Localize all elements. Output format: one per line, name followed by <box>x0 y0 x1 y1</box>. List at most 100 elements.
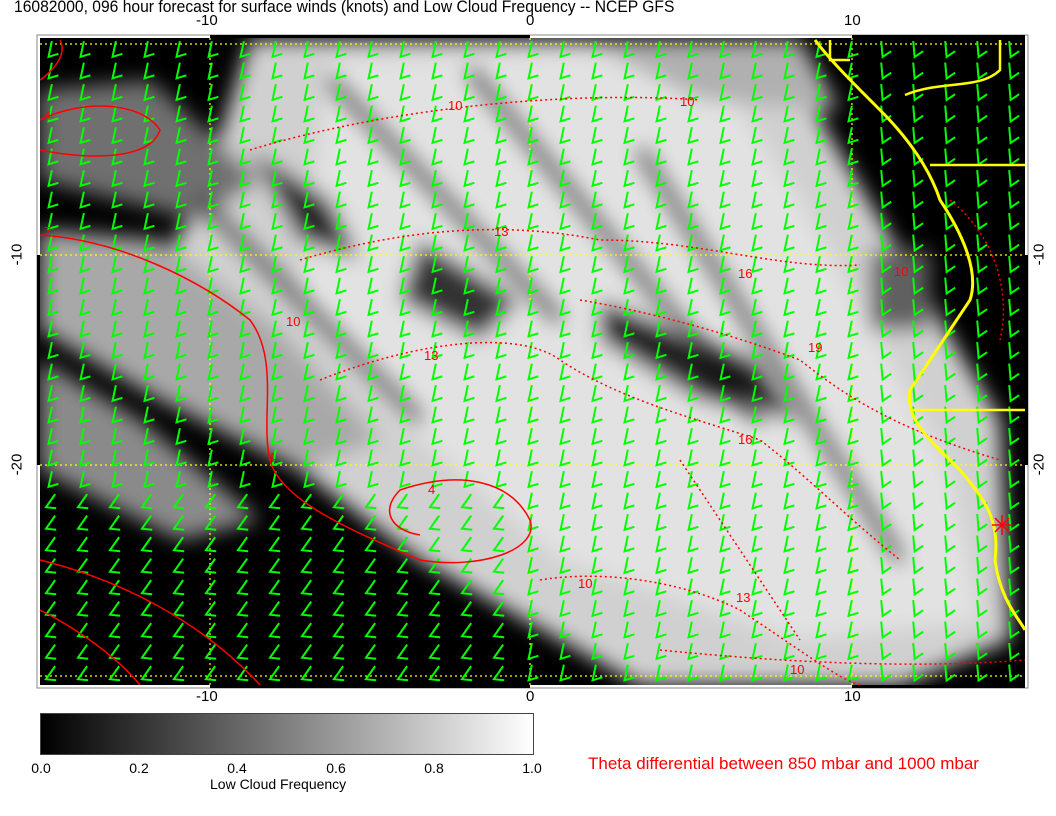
wind-barb <box>399 234 411 252</box>
wind-barb <box>460 644 473 660</box>
contour-label: 4 <box>268 450 275 465</box>
wind-barb <box>655 449 667 467</box>
wind-barb <box>44 601 57 617</box>
wind-barb <box>912 556 924 575</box>
wind-barb <box>815 470 827 489</box>
wind-barb <box>367 169 379 188</box>
wind-barb <box>79 255 91 274</box>
wind-barb <box>687 384 699 403</box>
wind-barb <box>559 126 571 145</box>
wind-barb <box>912 578 924 597</box>
wind-barb <box>1008 234 1020 253</box>
wind-barb <box>431 212 443 231</box>
wind-barb <box>944 384 956 403</box>
wind-barb <box>47 449 59 467</box>
wind-barb <box>236 579 249 596</box>
wind-barb <box>591 148 603 166</box>
wind-barb <box>239 427 251 446</box>
wind-barb <box>207 406 219 424</box>
wind-barb <box>207 298 219 317</box>
wind-barb <box>591 578 603 596</box>
wind-barb <box>463 363 475 381</box>
wind-barb <box>335 191 347 209</box>
wind-barb <box>559 406 571 424</box>
wind-barb <box>79 191 91 209</box>
wind-barb <box>912 191 924 210</box>
wind-barb <box>944 126 956 145</box>
wind-barb <box>751 556 763 575</box>
wind-barb <box>239 363 251 381</box>
wind-barb <box>399 83 411 102</box>
wind-barb <box>399 341 411 360</box>
wind-barb <box>623 298 635 317</box>
wind-barb <box>976 62 988 81</box>
wind-barb <box>335 427 347 446</box>
wind-barb <box>399 105 411 123</box>
wind-barb <box>815 148 827 166</box>
wind-barb <box>912 40 924 59</box>
wind-barb <box>431 363 443 381</box>
wind-barb <box>976 363 988 382</box>
wind-barb <box>492 536 505 553</box>
wind-barb <box>268 515 281 531</box>
wind-barb <box>108 536 121 553</box>
wind-barb <box>719 406 731 424</box>
wind-barb <box>559 449 571 467</box>
wind-barb <box>880 406 892 425</box>
wind-barb <box>108 665 121 682</box>
wind-barb <box>460 665 473 682</box>
wind-barb <box>431 62 443 80</box>
wind-barb <box>783 427 795 446</box>
wind-barb <box>111 234 123 252</box>
wind-barb <box>143 83 155 102</box>
wind-barb <box>492 515 505 531</box>
wind-barb <box>751 406 763 424</box>
wind-barb <box>687 599 699 618</box>
theta-contours <box>40 39 532 685</box>
wind-barb <box>239 255 251 274</box>
wind-barb <box>912 277 924 296</box>
wind-barb <box>559 599 571 618</box>
wind-barb <box>591 513 603 532</box>
wind-barb <box>559 234 571 252</box>
wind-barb <box>1008 62 1020 81</box>
wind-barb <box>527 492 539 510</box>
wind-barb <box>76 493 89 510</box>
wind-barb <box>268 644 281 660</box>
wind-barb <box>303 298 315 317</box>
colorbar-tick: 0.4 <box>227 760 247 776</box>
wind-barb <box>140 515 153 531</box>
wind-barb <box>527 363 539 381</box>
wind-barb <box>815 513 827 532</box>
wind-barb <box>559 621 571 639</box>
wind-barb <box>303 126 315 145</box>
wind-barb <box>207 255 219 274</box>
wind-barb <box>655 664 667 682</box>
wind-barb <box>1008 126 1020 145</box>
wind-barb <box>143 126 155 145</box>
lat-lon-grid <box>40 38 1025 685</box>
wind-barb <box>1008 255 1020 274</box>
wind-barb <box>559 664 571 682</box>
wind-barb <box>815 62 827 80</box>
wind-barb <box>495 234 507 252</box>
wind-barb <box>207 341 219 360</box>
wind-barb <box>976 642 988 661</box>
wind-barb <box>172 665 185 682</box>
wind-barb <box>239 234 251 252</box>
wind-barb <box>687 621 699 639</box>
wind-barb <box>175 298 187 317</box>
wind-barb <box>591 556 603 575</box>
wind-barb <box>207 384 219 403</box>
x-tick-top: 10 <box>844 12 861 29</box>
wind-barb <box>79 298 91 317</box>
wind-barb <box>751 212 763 231</box>
wind-barb <box>976 599 988 618</box>
wind-barb <box>783 384 795 403</box>
wind-barb <box>655 621 667 639</box>
wind-barb <box>236 644 249 660</box>
wind-barb <box>303 169 315 188</box>
wind-barb <box>783 320 795 338</box>
wind-barb <box>399 212 411 231</box>
